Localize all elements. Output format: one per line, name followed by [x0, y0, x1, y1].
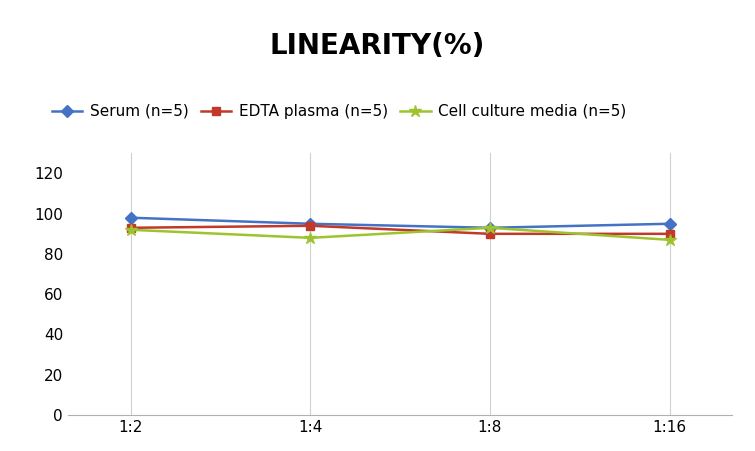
Legend: Serum (n=5), EDTA plasma (n=5), Cell culture media (n=5): Serum (n=5), EDTA plasma (n=5), Cell cul… — [45, 98, 633, 125]
Line: EDTA plasma (n=5): EDTA plasma (n=5) — [127, 221, 673, 238]
Cell culture media (n=5) — [126, 227, 135, 233]
Text: LINEARITY(%): LINEARITY(%) — [270, 32, 485, 60]
Line: Cell culture media (n=5): Cell culture media (n=5) — [125, 221, 676, 246]
EDTA plasma (n=5) — [306, 223, 315, 229]
EDTA plasma (n=5) — [665, 231, 674, 236]
Line: Serum (n=5): Serum (n=5) — [127, 214, 673, 232]
Serum (n=5) — [485, 225, 495, 230]
EDTA plasma (n=5) — [485, 231, 495, 236]
Cell culture media (n=5) — [485, 225, 495, 230]
Serum (n=5) — [665, 221, 674, 226]
EDTA plasma (n=5) — [126, 225, 135, 230]
Serum (n=5) — [306, 221, 315, 226]
Cell culture media (n=5) — [306, 235, 315, 240]
Serum (n=5) — [126, 215, 135, 221]
Cell culture media (n=5) — [665, 237, 674, 243]
